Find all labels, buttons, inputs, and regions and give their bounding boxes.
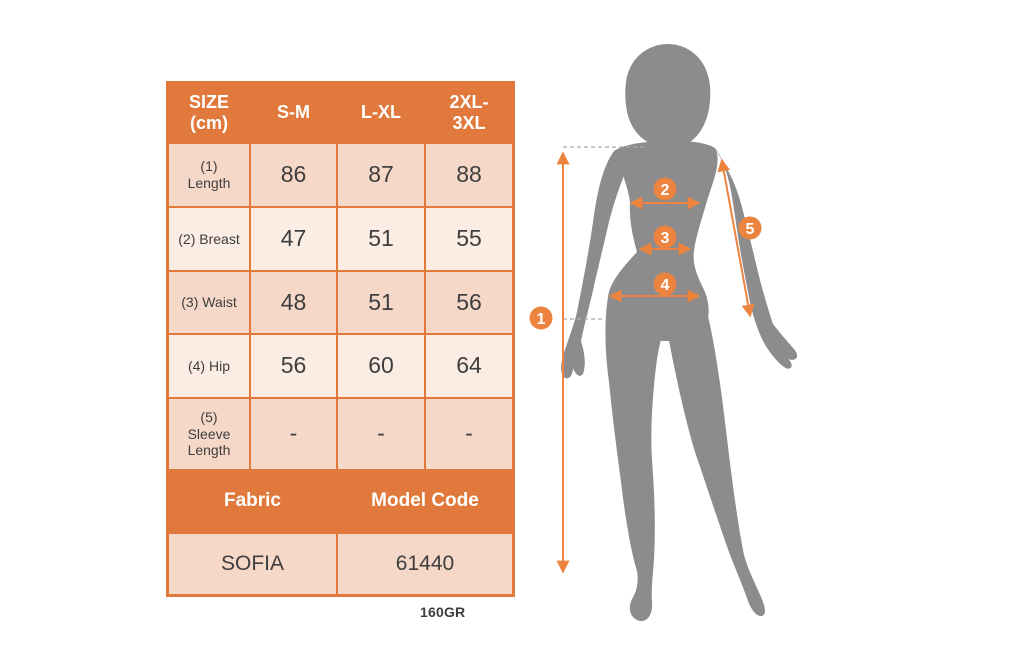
marker-5-label: 5 (746, 221, 755, 238)
row-breast-label: (2) Breast (168, 207, 250, 271)
size-chart-table: SIZE (cm) S-M L-XL 2XL- 3XL (1) Length 8… (166, 81, 515, 597)
marker-4-circle (653, 272, 677, 296)
measurement-figure: 1 2 3 4 5 (529, 44, 798, 622)
waist-sm: 48 (250, 271, 337, 334)
marker-2-label: 2 (661, 182, 670, 199)
breast-lxl: 51 (337, 207, 425, 271)
model-code-value: 61440 (337, 533, 513, 595)
hip-2xl: 64 (425, 334, 513, 398)
waist-2xl: 56 (425, 271, 513, 334)
header-l-xl: L-XL (337, 83, 425, 143)
row-length-label: (1) Length (168, 143, 250, 207)
fabric-value: SOFIA (168, 533, 337, 595)
length-sm: 86 (250, 143, 337, 207)
female-silhouette-icon (561, 44, 798, 622)
model-code-header: Model Code (337, 470, 513, 533)
length-2xl: 88 (425, 143, 513, 207)
sleeve-arrow (717, 158, 755, 318)
marker-2-circle (653, 177, 677, 201)
sleeve-lxl: - (337, 398, 425, 470)
marker-3-circle (653, 225, 677, 249)
sleeve-2xl: - (425, 398, 513, 470)
marker-3-label: 3 (661, 230, 670, 247)
hip-lxl: 60 (337, 334, 425, 398)
row-waist-label: (3) Waist (168, 271, 250, 334)
marker-5-circle (738, 216, 762, 240)
sleeve-sm: - (250, 398, 337, 470)
marker-1-label: 1 (537, 311, 546, 328)
measure-markers: 1 2 3 4 5 (529, 177, 762, 330)
hip-sm: 56 (250, 334, 337, 398)
header-2xl-3xl: 2XL- 3XL (425, 83, 513, 143)
header-s-m: S-M (250, 83, 337, 143)
length-lxl: 87 (337, 143, 425, 207)
weight-note: 160GR (420, 604, 466, 620)
marker-4-label: 4 (661, 277, 670, 294)
row-sleeve-label: (5) Sleeve Length (168, 398, 250, 470)
waist-lxl: 51 (337, 271, 425, 334)
fabric-header: Fabric (168, 470, 337, 533)
header-size-cm: SIZE (cm) (168, 83, 250, 143)
breast-sm: 47 (250, 207, 337, 271)
row-hip-label: (4) Hip (168, 334, 250, 398)
marker-1-circle (529, 306, 553, 330)
breast-2xl: 55 (425, 207, 513, 271)
